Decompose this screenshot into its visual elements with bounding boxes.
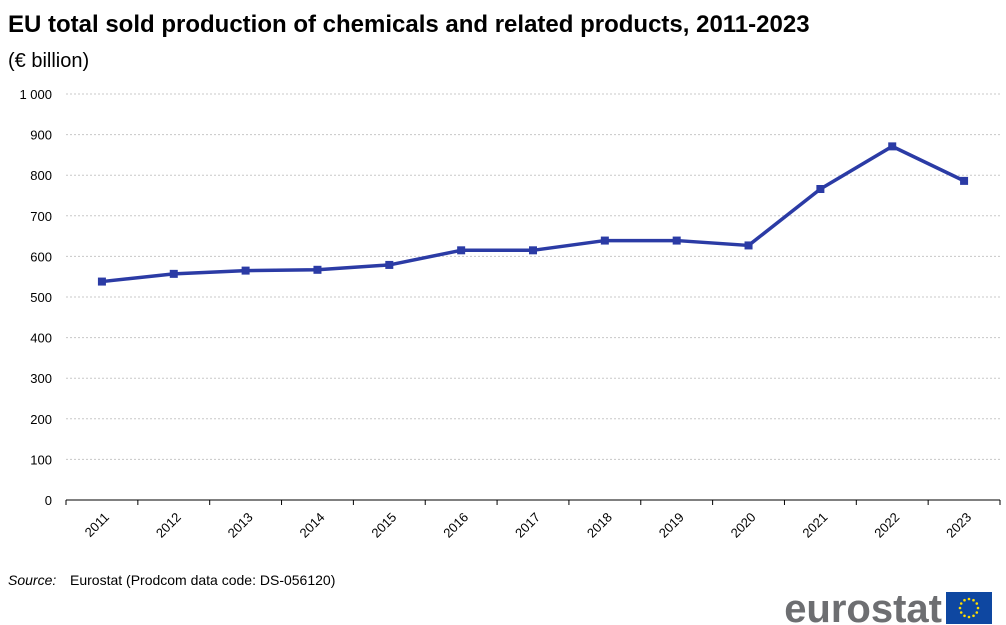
x-tick-label: 2021	[799, 510, 830, 541]
y-tick-label: 600	[30, 249, 52, 264]
data-point	[672, 236, 681, 245]
flag-star	[959, 611, 963, 614]
y-tick-label: 1 000	[19, 87, 52, 102]
data-point	[457, 246, 466, 255]
y-tick-label: 500	[30, 290, 52, 305]
flag-star	[976, 606, 980, 610]
y-tick-label: 800	[30, 168, 52, 183]
flag-field	[946, 592, 992, 624]
y-tick-label: 0	[45, 493, 52, 508]
x-tick-label: 2020	[728, 510, 759, 541]
x-tick-label: 2011	[82, 510, 112, 540]
data-point	[744, 241, 753, 250]
data-point	[816, 185, 825, 194]
x-tick-label: 2022	[871, 510, 902, 541]
flag-star	[963, 598, 966, 602]
flag-star	[959, 602, 963, 605]
data-point	[960, 176, 969, 185]
flag-star	[972, 614, 975, 618]
y-tick-label: 100	[30, 452, 52, 467]
source: Eurostat (Prodcom data code: DS-056120)	[70, 572, 335, 588]
eu-flag	[946, 592, 992, 624]
chart-title: EU total sold production of chemicals an…	[8, 11, 810, 38]
y-tick-label: 400	[30, 331, 52, 346]
data-point	[600, 236, 609, 245]
y-tick-label: 300	[30, 371, 52, 386]
data-point	[97, 277, 106, 286]
data-point	[888, 142, 897, 151]
x-tick-label: 2013	[225, 510, 256, 541]
flag-star	[975, 611, 979, 614]
data-point	[313, 265, 322, 274]
x-tick-label: 2015	[368, 510, 399, 541]
x-tick-label: 2023	[943, 510, 974, 541]
x-tick-label: 2018	[584, 510, 615, 541]
x-tick-label: 2019	[656, 510, 687, 541]
data-point	[529, 246, 537, 255]
flag-star	[958, 606, 962, 610]
source-label: Source:	[8, 572, 56, 588]
series-line	[101, 144, 965, 284]
x-tick-label: 2017	[512, 510, 543, 541]
x-tick-label: 2014	[297, 510, 328, 541]
flag-star	[967, 597, 971, 601]
flag-stars	[958, 597, 980, 619]
y-tick-label: 900	[30, 128, 52, 143]
flag-star	[967, 615, 971, 619]
flag-star	[972, 598, 975, 602]
x-tick-label: 2012	[153, 510, 184, 541]
logo-text: eurostat	[784, 587, 942, 625]
chart-subtitle: (€ billion)	[8, 50, 89, 72]
flag-star	[975, 602, 979, 605]
y-tick-label: 200	[30, 412, 52, 427]
data-point	[385, 260, 394, 269]
data-point	[169, 269, 178, 278]
flag-star	[963, 614, 966, 618]
y-tick-label: 700	[30, 209, 52, 224]
data-point	[241, 266, 250, 275]
x-tick-label: 2016	[440, 510, 471, 541]
